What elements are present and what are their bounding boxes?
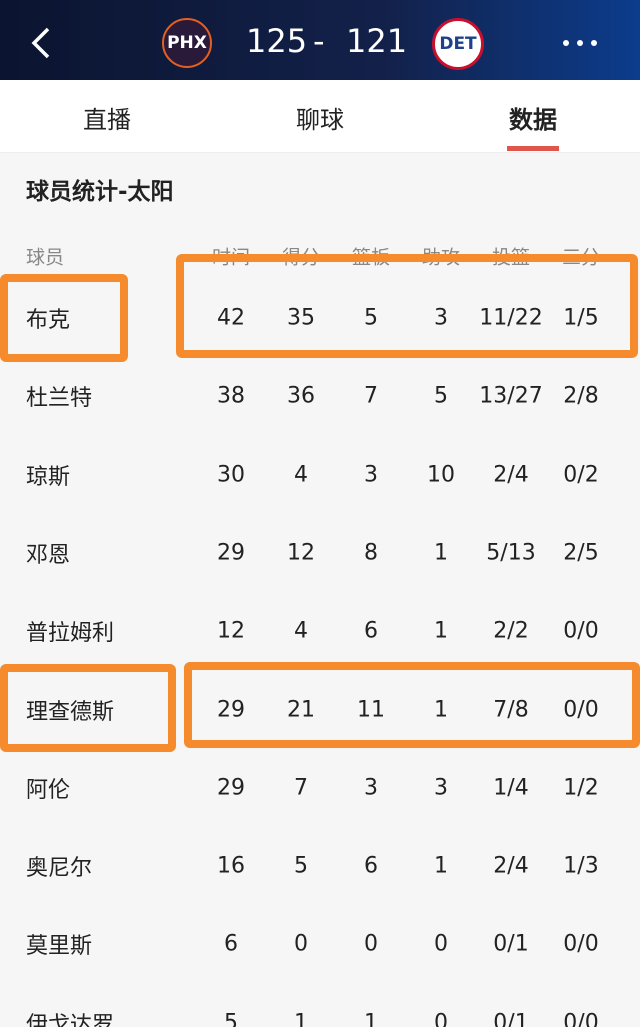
tab-indicator xyxy=(507,146,559,151)
stat-cell: 21 xyxy=(287,697,315,722)
stat-cell: 1/4 xyxy=(493,775,529,801)
stat-cell: 0/0 xyxy=(563,1010,599,1027)
stat-cell: 4 xyxy=(294,618,308,644)
stat-cell: 30 xyxy=(217,462,245,488)
player-name: 普拉姆利 xyxy=(26,621,115,647)
back-button[interactable] xyxy=(28,26,56,60)
stat-cell: 5 xyxy=(224,1010,238,1027)
stat-cell: 3 xyxy=(364,462,378,488)
highlight-box xyxy=(176,254,638,358)
stat-cell: 29 xyxy=(217,775,245,801)
away-logo[interactable]: DET xyxy=(432,18,484,70)
stat-cell: 1 xyxy=(434,853,448,879)
away-score: 121 xyxy=(346,22,408,60)
tab-bar: 直播 聊球 数据 xyxy=(0,80,640,153)
stat-cell: 0/2 xyxy=(563,462,599,488)
stat-cell: 2/2 xyxy=(493,618,529,644)
tab[interactable]: 聊球 xyxy=(296,106,344,134)
stat-cell: 1 xyxy=(434,618,448,644)
stat-cell: 11/22 xyxy=(479,305,543,331)
stat-cell: 29 xyxy=(217,540,245,566)
stat-cell: 0 xyxy=(364,931,378,957)
stat-cell: 6 xyxy=(364,853,378,879)
stat-cell: 16 xyxy=(217,853,245,879)
stat-cell: 3 xyxy=(434,775,448,801)
stat-cell: 5 xyxy=(364,305,378,331)
stat-cell: 1 xyxy=(294,1010,308,1027)
stat-cell: 0 xyxy=(294,931,308,957)
home-score: 125 xyxy=(246,22,308,60)
stat-cell: 6 xyxy=(364,618,378,644)
stat-cell: 1/5 xyxy=(563,305,599,331)
player-name: 琼斯 xyxy=(26,464,71,490)
stat-cell: 0/1 xyxy=(493,1010,529,1027)
stat-cell: 5 xyxy=(434,383,448,409)
stat-cell: 3 xyxy=(434,305,448,331)
stat-cell: 2/4 xyxy=(493,462,529,488)
player-name: 杜兰特 xyxy=(26,386,93,412)
player-name: 奥尼尔 xyxy=(26,856,93,882)
stat-cell: 4 xyxy=(294,462,308,488)
tab[interactable]: 直播 xyxy=(83,106,131,134)
stat-cell: 11 xyxy=(357,697,385,722)
stat-cell: 0/0 xyxy=(563,931,599,957)
stat-cell: 1/2 xyxy=(563,775,599,801)
player-name: 理查德斯 xyxy=(26,699,115,725)
column-header: 球员 xyxy=(26,246,65,269)
player-name: 阿伦 xyxy=(26,777,71,803)
stat-cell: 13/27 xyxy=(479,383,543,409)
section-title: 球员统计-太阳 xyxy=(26,179,174,205)
stat-cell: 7 xyxy=(364,383,378,409)
home-logo[interactable]: PHX xyxy=(162,18,212,68)
score-separator: - xyxy=(313,22,325,60)
player-name: 布克 xyxy=(26,308,71,333)
stat-cell: 36 xyxy=(287,383,315,409)
highlight-box xyxy=(0,274,128,362)
stat-cell: 1 xyxy=(434,697,448,722)
stat-cell: 0/0 xyxy=(563,697,599,722)
stat-cell: 1/3 xyxy=(563,853,599,879)
stat-cell: 0 xyxy=(434,931,448,957)
header: PHX 125 - 121 DET xyxy=(0,0,640,80)
player-name: 莫里斯 xyxy=(26,934,93,960)
player-name: 邓恩 xyxy=(26,542,71,568)
stat-cell: 8 xyxy=(364,540,378,566)
stat-cell: 2/5 xyxy=(563,540,599,566)
tab-active[interactable]: 数据 xyxy=(509,106,557,134)
stat-cell: 35 xyxy=(287,305,315,331)
stat-cell: 38 xyxy=(217,383,245,409)
stat-cell: 29 xyxy=(217,697,245,722)
highlight-box xyxy=(184,662,640,748)
stat-cell: 1 xyxy=(364,1010,378,1027)
stat-cell: 10 xyxy=(427,462,455,488)
more-button[interactable] xyxy=(562,38,598,48)
stat-cell: 1 xyxy=(434,540,448,566)
highlight-box xyxy=(0,664,176,752)
stat-cell: 5 xyxy=(294,853,308,879)
stat-cell: 12 xyxy=(217,618,245,644)
stat-cell: 7/8 xyxy=(493,697,529,722)
stat-cell: 0 xyxy=(434,1010,448,1027)
stat-cell: 2/4 xyxy=(493,853,529,879)
stat-cell: 3 xyxy=(364,775,378,801)
stat-cell: 0/1 xyxy=(493,931,529,957)
stat-cell: 5/13 xyxy=(486,540,536,566)
stat-cell: 6 xyxy=(224,931,238,957)
player-name: 伊戈达罗 xyxy=(26,1012,115,1027)
stat-cell: 2/8 xyxy=(563,383,599,409)
stat-cell: 0/0 xyxy=(563,618,599,644)
stat-cell: 7 xyxy=(294,775,308,801)
stat-cell: 12 xyxy=(287,540,315,566)
stat-cell: 42 xyxy=(217,305,245,331)
